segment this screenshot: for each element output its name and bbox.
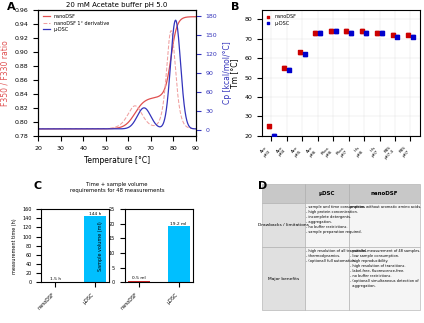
nanoDSF xyxy=(327,28,334,34)
nanoDSF xyxy=(343,28,350,34)
Y-axis label: Cp [kcal/mol/°C]: Cp [kcal/mol/°C] xyxy=(223,41,232,104)
nanoDSF xyxy=(281,65,288,70)
Bar xyxy=(305,184,349,203)
µ-DSC xyxy=(36,127,41,131)
Bar xyxy=(349,203,420,247)
nanoDSF xyxy=(405,32,412,37)
Bar xyxy=(168,226,190,282)
Text: Drawbacks / limitations: Drawbacks / limitations xyxy=(258,223,309,227)
nanoDSF 1° derivative xyxy=(80,127,85,131)
µ-DSC xyxy=(158,125,163,129)
nanoDSF 1° derivative xyxy=(168,29,173,33)
Bar xyxy=(128,281,150,282)
µ-DSC xyxy=(139,107,144,111)
Text: 0.5 ml: 0.5 ml xyxy=(132,276,146,280)
Bar xyxy=(349,247,420,310)
nanoDSF 1° derivative xyxy=(139,112,144,116)
Legend: nanoDSF, nanoDSF 1° derivative, µ-DSC: nanoDSF, nanoDSF 1° derivative, µ-DSC xyxy=(41,12,111,34)
nanoDSF xyxy=(374,30,381,36)
µ-DSC xyxy=(178,61,183,65)
µ-DSC xyxy=(270,133,277,139)
Line: nanoDSF 1° derivative: nanoDSF 1° derivative xyxy=(38,31,196,129)
µ-DSC xyxy=(332,28,339,34)
nanoDSF 1° derivative xyxy=(86,127,91,131)
nanoDSF xyxy=(74,127,79,131)
nanoDSF xyxy=(80,127,85,131)
Text: nanoDSF: nanoDSF xyxy=(371,191,398,196)
nanoDSF xyxy=(312,30,319,36)
Bar xyxy=(84,216,106,282)
Y-axis label: F350 / F330 ratio: F350 / F330 ratio xyxy=(0,40,9,106)
µ-DSC xyxy=(317,30,324,36)
nanoDSF 1° derivative xyxy=(36,127,41,131)
nanoDSF 1° derivative xyxy=(178,111,183,115)
Bar xyxy=(305,203,349,247)
nanoDSF xyxy=(389,32,396,37)
µ-DSC xyxy=(86,127,91,131)
Bar xyxy=(262,203,305,247)
nanoDSF xyxy=(296,50,303,55)
nanoDSF xyxy=(36,127,41,131)
nanoDSF xyxy=(358,28,365,34)
nanoDSF 1° derivative xyxy=(74,127,79,131)
Text: Time + sample volume
requirements for 48 measurements: Time + sample volume requirements for 48… xyxy=(70,182,165,193)
Line: nanoDSF: nanoDSF xyxy=(38,17,196,129)
Text: D: D xyxy=(258,181,267,191)
µ-DSC xyxy=(363,30,370,36)
Text: - parallel measurement of 48 samples.
- low sample consumption.
- high reproduci: - parallel measurement of 48 samples. - … xyxy=(350,249,421,288)
nanoDSF xyxy=(139,102,144,106)
Text: - high resolution of all transitions.
- thermodynamics.
- (optional) full automa: - high resolution of all transitions. - … xyxy=(306,249,367,263)
nanoDSF 1° derivative xyxy=(158,114,163,118)
µ-DSC xyxy=(348,30,354,36)
µ-DSC xyxy=(74,127,79,131)
Text: µDSC: µDSC xyxy=(318,191,335,196)
µ-DSC xyxy=(301,52,308,57)
Text: B: B xyxy=(231,2,239,12)
µ-DSC xyxy=(173,18,178,22)
Bar xyxy=(349,184,420,203)
Bar xyxy=(262,247,305,310)
nanoDSF xyxy=(178,18,183,22)
Text: C: C xyxy=(34,181,42,191)
Text: proteins without aromatic amino acids.: proteins without aromatic amino acids. xyxy=(350,205,422,209)
Text: 1.5 h: 1.5 h xyxy=(50,277,61,281)
µ-DSC xyxy=(193,127,198,131)
Line: µ-DSC: µ-DSC xyxy=(38,20,196,129)
µ-DSC xyxy=(80,127,85,131)
Y-axis label: Sample volume (ml): Sample volume (ml) xyxy=(98,221,103,271)
Title: 20 mM Acetate buffer pH 5.0: 20 mM Acetate buffer pH 5.0 xyxy=(66,2,167,8)
Y-axis label: measurement time (h): measurement time (h) xyxy=(12,218,17,274)
µ-DSC xyxy=(394,34,401,39)
nanoDSF xyxy=(158,93,163,97)
µ-DSC xyxy=(379,30,385,36)
Text: A: A xyxy=(7,2,15,12)
µ-DSC xyxy=(410,34,416,39)
nanoDSF 1° derivative xyxy=(193,127,198,131)
Bar xyxy=(262,184,305,203)
µ-DSC xyxy=(286,67,293,72)
Y-axis label: Tm [°C]: Tm [°C] xyxy=(230,58,239,88)
Text: - sample and time consumption.
- high protein concentration.
- incomplete deterg: - sample and time consumption. - high pr… xyxy=(306,205,365,234)
Text: 144 h: 144 h xyxy=(89,212,101,216)
Text: Major benefits: Major benefits xyxy=(268,276,299,281)
nanoDSF xyxy=(193,15,198,19)
Text: 19.2 ml: 19.2 ml xyxy=(170,222,187,226)
nanoDSF xyxy=(86,127,91,131)
Bar xyxy=(305,247,349,310)
Legend: nanoDSF, µ-DSC: nanoDSF, µ-DSC xyxy=(265,12,298,27)
nanoDSF xyxy=(266,124,273,129)
X-axis label: Temperature [°C]: Temperature [°C] xyxy=(84,156,150,165)
